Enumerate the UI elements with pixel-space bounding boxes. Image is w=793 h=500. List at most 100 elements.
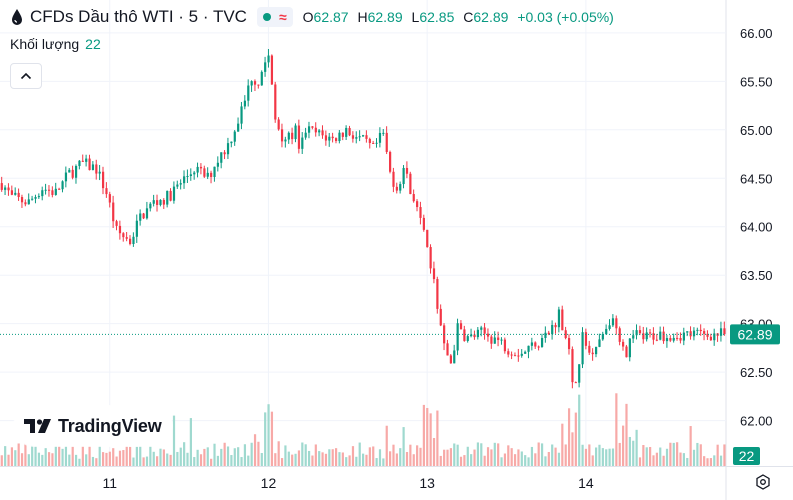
volume-bar [551, 444, 554, 466]
candle-body [507, 351, 510, 355]
volume-bar [203, 448, 206, 466]
candle-body [638, 330, 642, 334]
tradingview-logo[interactable]: TradingView [14, 406, 172, 446]
candle-body [152, 200, 155, 204]
volume-bar [365, 454, 368, 466]
candle-body [7, 187, 10, 191]
candle-body [24, 202, 27, 205]
volume-bar [534, 453, 537, 466]
volume-bar [10, 447, 14, 466]
collapse-legend-button[interactable] [10, 63, 42, 89]
volume-bar [554, 447, 557, 466]
candle-body [723, 328, 726, 335]
volume-bar [449, 448, 452, 466]
candle-body [267, 55, 270, 63]
candle-body [574, 382, 577, 384]
wave-icon: ≈ [278, 9, 287, 25]
candle-body [611, 318, 615, 326]
volume-bar [341, 452, 344, 466]
volume-bar [696, 442, 699, 466]
volume-bar [625, 403, 628, 466]
volume-bar [375, 458, 378, 466]
candle-body [655, 339, 658, 341]
candle-body [375, 142, 378, 144]
volume-bar [98, 445, 101, 466]
candle-body [20, 197, 24, 203]
candle-body [156, 200, 159, 205]
market-status[interactable]: ≈ [256, 7, 293, 27]
volume-bar [517, 449, 520, 466]
volume-bar [14, 450, 17, 466]
volume-bar [497, 443, 500, 466]
volume-bar [179, 447, 182, 466]
candle-body [686, 331, 689, 333]
candle-body [345, 127, 348, 137]
candle-body [14, 192, 17, 195]
volume-bar [429, 413, 432, 466]
volume-legend[interactable]: Khối lượng 22 [10, 36, 101, 52]
candle-body [61, 181, 64, 190]
candle-body [112, 202, 115, 222]
volume-bar [399, 448, 402, 466]
candle-body [676, 337, 679, 339]
time-axis[interactable]: 11 12 13 14 [102, 475, 593, 491]
candle-body [378, 132, 382, 143]
volume-bar [37, 452, 41, 466]
volume-bar [307, 450, 311, 466]
candle-body [422, 217, 425, 230]
last-price-value: 62.89 [737, 326, 772, 342]
volume-bar [206, 447, 209, 466]
price-tick-label: 65.00 [740, 123, 773, 138]
symbol-title[interactable]: CFDs Dầu thô WTI · 5 · TVC [30, 7, 247, 26]
price-axis[interactable]: 66.0065.5065.0064.5064.0063.5063.0062.50… [740, 26, 773, 429]
volume-bar [470, 454, 473, 466]
candle-body [635, 330, 638, 336]
candle-body [149, 203, 152, 209]
candle-body [132, 236, 135, 245]
candle-body [243, 100, 247, 107]
candle-body [598, 339, 601, 347]
volume-bar [250, 442, 253, 466]
candle-body [68, 169, 71, 173]
volume-bar [456, 444, 459, 466]
candles [0, 48, 726, 389]
volume-bar [463, 455, 466, 466]
volume-bar [226, 446, 230, 466]
volume-bar [64, 443, 68, 466]
volume-bar [537, 442, 540, 466]
volume-bar [132, 457, 135, 466]
candle-body [348, 127, 351, 136]
volume-bar [638, 457, 642, 466]
volume-bar [351, 446, 355, 466]
candle-body [358, 136, 361, 138]
volume-bar [395, 453, 398, 466]
volume-bar [581, 444, 584, 466]
candle-body [632, 335, 635, 339]
volume-bar [220, 448, 223, 466]
volume-bar [324, 453, 328, 466]
candle-body [527, 345, 530, 352]
volume-bar [659, 447, 662, 466]
candle-body [341, 132, 344, 137]
volume-bar [432, 438, 436, 466]
volume-bar [679, 452, 682, 466]
candle-body [362, 135, 365, 137]
candle-body [581, 332, 584, 365]
candle-body [220, 152, 223, 163]
price-tick-label: 62.50 [740, 365, 773, 380]
volume-bar [385, 425, 388, 466]
volume-bar [210, 458, 213, 466]
volume-bar [247, 455, 250, 466]
low-value: 62.85 [419, 9, 455, 25]
change-value: +0.03 (+0.05%) [517, 9, 614, 25]
volume-bar [61, 448, 64, 466]
candle-body [571, 349, 574, 383]
volume-bar [230, 455, 233, 466]
volume-bar [54, 445, 57, 466]
candle-body [692, 330, 696, 337]
chart-settings-button[interactable] [752, 471, 774, 493]
volume-bar [321, 452, 324, 466]
candle-body [159, 199, 162, 205]
candle-body [324, 135, 328, 141]
